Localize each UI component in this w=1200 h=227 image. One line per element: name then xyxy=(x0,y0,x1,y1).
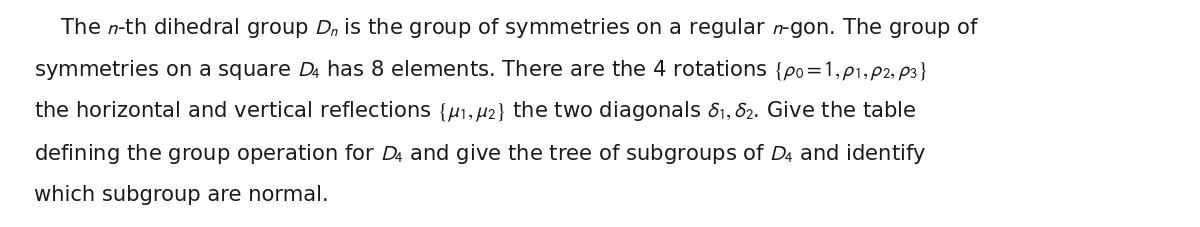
Text: which subgroup are normal.: which subgroup are normal. xyxy=(34,184,329,204)
Text: defining the group operation for $D_4$ and give the tree of subgroups of $D_4$ a: defining the group operation for $D_4$ a… xyxy=(34,142,926,166)
Text: symmetries on a square $D_4$ has 8 elements. There are the 4 rotations $\{\rho_0: symmetries on a square $D_4$ has 8 eleme… xyxy=(34,58,928,82)
Text: The $\it{n}$-th dihedral group $D_n$ is the group of symmetries on a regular $\i: The $\it{n}$-th dihedral group $D_n$ is … xyxy=(34,16,979,40)
Text: the horizontal and vertical reflections $\{\mu_1, \mu_2\}$ the two diagonals $\d: the horizontal and vertical reflections … xyxy=(34,100,916,124)
